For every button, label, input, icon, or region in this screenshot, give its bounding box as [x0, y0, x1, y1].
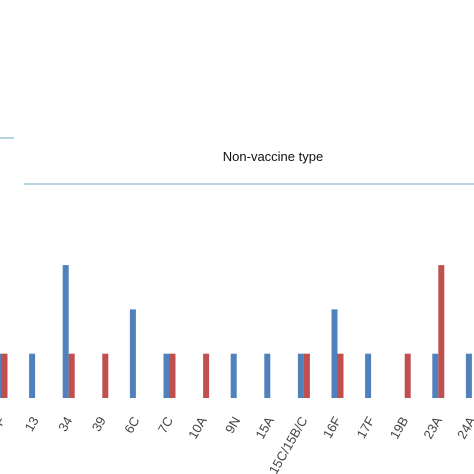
bar-red-39 [102, 353, 109, 398]
x-tick-label: 39 [89, 414, 109, 434]
x-tick-label: 7C [155, 414, 176, 436]
x-tick-label: 13 [21, 414, 41, 434]
bar-blue-17F [365, 353, 372, 398]
bar-blue-15C/15B/C [297, 353, 304, 398]
bar-red-34 [68, 353, 75, 398]
bar-blue-7C [163, 353, 170, 398]
non-vaccine-type-label: Non-vaccine type [223, 149, 323, 164]
bar-blue-13 [29, 353, 36, 398]
bar-blue-9N [230, 353, 237, 398]
bar-red-7C [169, 353, 176, 398]
bar-red-16F [337, 353, 344, 398]
bar-red-15C/15B/C [303, 353, 310, 398]
bar-red-19B [404, 353, 411, 398]
x-tick-label: 23A [420, 414, 445, 442]
x-tick-label: 6C [121, 414, 142, 436]
x-tick-label: 24A [454, 414, 474, 442]
bar-blue-F [0, 353, 2, 398]
x-tick-label: 19B [387, 414, 412, 442]
bar-red-10A [203, 353, 210, 398]
x-tick-label: 9N [222, 414, 243, 436]
x-tick-label: 15A [252, 414, 277, 442]
bars-layer [0, 265, 472, 398]
x-tick-label: 34 [55, 414, 75, 434]
x-tick-label: F [0, 414, 8, 428]
bar-blue-24A [465, 353, 472, 398]
x-tick-label: 10A [185, 414, 210, 442]
bar-red-F [1, 353, 8, 398]
bar-red-23A [438, 265, 445, 398]
bar-blue-23A [432, 353, 439, 398]
x-tick-label: 16F [320, 414, 344, 441]
bar-blue-6C [129, 309, 136, 398]
x-tick-label: 17F [354, 414, 378, 441]
bar-blue-15A [264, 353, 271, 398]
bar-blue-34 [62, 265, 69, 398]
bar-blue-16F [331, 309, 338, 398]
